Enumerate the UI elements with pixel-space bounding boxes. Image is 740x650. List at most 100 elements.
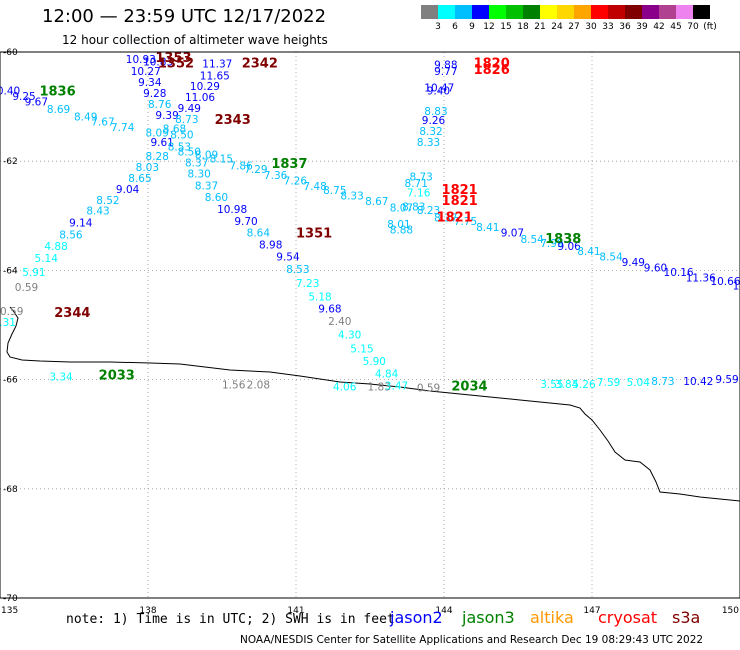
pass-time-label: 1836: [39, 85, 75, 100]
swh-value-label: 9.60: [644, 262, 667, 274]
pass-time-label: 2342: [242, 56, 278, 71]
color-scale-label: 24: [551, 22, 563, 32]
lat-tick-label-1: -62: [3, 157, 18, 167]
swh-value-label: 7.86: [229, 160, 253, 172]
swh-value-label: 8.53: [286, 264, 309, 276]
swh-value-label: 5.90: [363, 356, 386, 368]
pass-time-label: 1821: [442, 194, 478, 209]
swh-value-label: 8.09: [195, 149, 218, 161]
swh-value-label: 9.67: [25, 97, 48, 109]
swh-value-label: 1.56: [222, 379, 246, 391]
swh-value-label: 7.99: [540, 238, 563, 250]
swh-value-label: 0.59: [0, 306, 23, 318]
swh-value-label: 8.68: [163, 123, 186, 135]
swh-value-label: 8.67: [365, 196, 388, 208]
color-swatch: [472, 5, 489, 19]
swh-value-label: 9.77: [434, 66, 457, 78]
color-scale-label: 42: [653, 22, 665, 32]
color-swatch: [642, 5, 659, 19]
color-scale-bar: [421, 5, 710, 19]
swh-value-label: 9.26: [422, 115, 446, 127]
color-scale-label: 39: [636, 22, 648, 32]
lat-tick-label-3: -66: [3, 376, 18, 386]
swh-value-label: 8.41: [476, 222, 499, 234]
swh-value-label: 8.32: [419, 126, 442, 138]
swh-value-label: 8.49: [74, 111, 97, 123]
swh-value-label: 8.50: [178, 147, 201, 159]
lat-tick-label-2: -64: [3, 266, 18, 276]
swh-value-label: 8.07: [390, 202, 413, 214]
data-labels: 10.9310.8310.279.349.288.769.398.738.688…: [0, 51, 740, 395]
pass-time-label: 1353: [155, 51, 191, 66]
swh-value-label: 8.15: [210, 153, 233, 165]
swh-value-label: 8.37: [195, 181, 218, 193]
color-swatch: [540, 5, 557, 19]
lon-tick-label-5: 150: [722, 606, 739, 616]
color-scale-label: 45: [670, 22, 682, 32]
lon-tick-label-4: 147: [583, 606, 600, 616]
credit-line: NOAA/NESDIS Center for Satellite Applica…: [240, 634, 704, 646]
swh-value-label: 8.71: [405, 178, 428, 190]
swh-value-label: 8.76: [148, 99, 172, 111]
swh-value-label: 8.73: [175, 114, 198, 126]
swh-value-label: 8.88: [390, 224, 413, 236]
swh-value-label: 8.83: [424, 106, 447, 118]
swh-value-label: 8.03: [136, 162, 159, 174]
swh-value-label: 7.75: [454, 216, 477, 228]
swh-value-label: 10.98: [217, 204, 247, 216]
page-subtitle: 12 hour collection of altimeter wave hei…: [62, 33, 328, 47]
swh-value-label: 8.52: [96, 195, 119, 207]
swh-value-label: 8.83: [402, 201, 425, 213]
swh-value-label: 8.73: [651, 376, 674, 388]
swh-value-label: 4.30: [338, 330, 361, 342]
color-scale-label: 9: [469, 22, 475, 32]
color-scale-label: 70: [687, 22, 699, 32]
pass-time-label: 2344: [54, 306, 90, 321]
color-swatch: [438, 5, 455, 19]
color-swatch: [676, 5, 693, 19]
swh-value-label: 9.88: [434, 59, 457, 71]
swh-value-label: 8.23: [417, 205, 440, 217]
satellite-legend-altika: altika: [530, 608, 574, 627]
swh-value-label: 10.16: [664, 267, 694, 279]
swh-value-label: 11.36: [686, 272, 716, 284]
lon-tick-label-1: 138: [139, 606, 156, 616]
pass-time-label: 1821: [442, 183, 478, 198]
swh-value-label: 8.54: [599, 252, 623, 264]
swh-value-label: 8.33: [340, 190, 363, 202]
lon-tick-label-3: 144: [435, 606, 452, 616]
antarctic-coastline: [6, 306, 740, 502]
pass-time-label: 2343: [215, 113, 251, 128]
swh-value-label: 9.70: [234, 216, 257, 228]
satellite-legend-cryosat: cryosat: [598, 608, 658, 627]
swh-value-label: 10.47: [424, 82, 454, 94]
color-swatch: [591, 5, 608, 19]
color-swatch: [455, 5, 472, 19]
swh-value-label: 9.06: [557, 241, 581, 253]
swh-value-label: 0.59: [15, 282, 38, 294]
swh-value-label: 7.74: [111, 122, 135, 134]
footnote: note: 1) Time is in UTC; 2) SWH is in fe…: [66, 612, 395, 627]
color-scale-label: 6: [452, 22, 458, 32]
swh-value-label: 9.07: [501, 228, 524, 240]
swh-value-label: 10.40: [0, 86, 20, 98]
swh-value-label: 8.98: [259, 240, 282, 252]
swh-value-label: 9.49: [622, 257, 645, 269]
swh-value-label: 8.37: [185, 158, 208, 170]
swh-value-label: 8.41: [577, 246, 600, 258]
swh-value-label: 8.50: [170, 129, 193, 141]
swh-value-label: 8.28: [146, 151, 169, 163]
swh-value-label: 4.88: [44, 241, 67, 253]
swh-value-label: 9.25: [12, 91, 35, 103]
swh-value-label: 8.01: [387, 219, 410, 231]
lat-tick-label-0: -60: [3, 48, 18, 58]
swh-value-label: 8.65: [128, 173, 151, 185]
swh-value-label: 9.59: [715, 374, 738, 386]
color-scale-label: 12: [483, 22, 495, 32]
swh-value-label: 5.18: [308, 291, 331, 303]
swh-value-label: 8.69: [47, 104, 70, 116]
swh-value-label: 9.61: [150, 137, 173, 149]
pass-time-label: 1352: [158, 56, 194, 71]
swh-value-label: 7.29: [244, 164, 267, 176]
